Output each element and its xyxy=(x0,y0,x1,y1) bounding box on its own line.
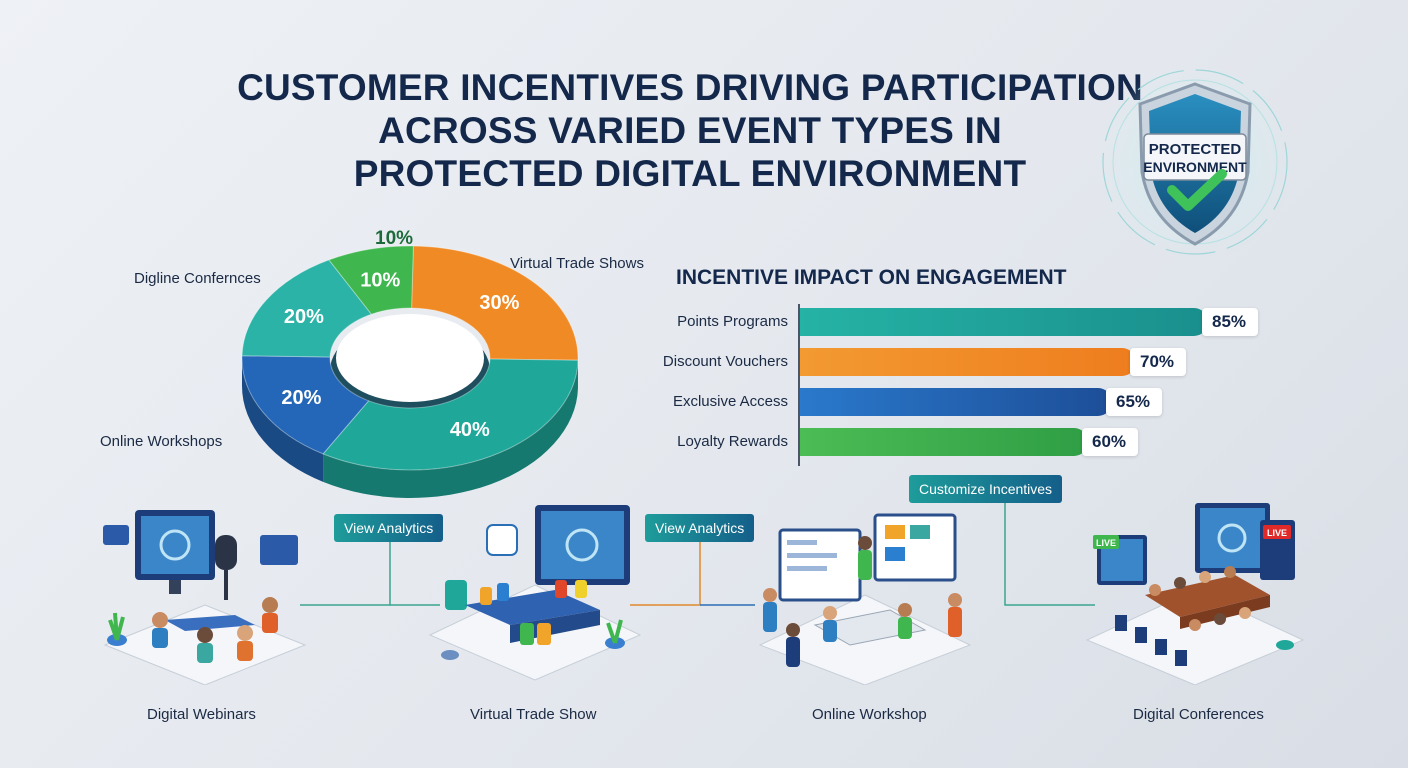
donut-slice-3 xyxy=(241,259,373,358)
bar-label-1: Discount Vouchers xyxy=(662,353,788,370)
workshop-scene xyxy=(755,495,975,686)
caption-virtual-trade-show: Virtual Trade Show xyxy=(470,706,597,723)
conference-illustration-icon: LIVE LIVE xyxy=(1085,503,1305,686)
donut-slice-1 xyxy=(322,358,579,471)
donut-slice-2 xyxy=(241,355,370,455)
donut-hole xyxy=(336,314,484,402)
bar-chart-axis xyxy=(798,304,800,466)
bar-label-3: Loyalty Rewards xyxy=(677,433,788,450)
bar-value-label-2: 65% xyxy=(1106,388,1163,416)
bar-row-0: Points Programs 85% xyxy=(600,304,1300,344)
donut-slice-label-1: 40% xyxy=(450,419,490,441)
customize-incentives-button[interactable]: Customize Incentives xyxy=(909,475,1063,503)
donut-wall-1 xyxy=(323,360,578,498)
title-line-2: ACROSS VARIED EVENT TYPES IN xyxy=(378,110,1002,151)
webinar-scene xyxy=(95,495,315,686)
bar-1 xyxy=(800,348,1136,376)
caption-digital-webinars: Digital Webinars xyxy=(147,706,256,723)
donut-slice-0 xyxy=(411,245,579,361)
legend-label-online-workshops: Online Workshops xyxy=(100,433,223,450)
shield-check-icon: PROTECTED ENVIRONMENT xyxy=(1097,64,1293,260)
bar-3 xyxy=(800,428,1088,456)
bar-2 xyxy=(800,388,1112,416)
legend-label-digline-confernces: Digline Confernces xyxy=(134,270,261,287)
trade-show-scene xyxy=(425,495,645,685)
incentive-bar-chart: Points Programs 85% Discount Vouchers 70% Ex… xyxy=(600,304,1300,470)
donut-slice-label-4: 10% xyxy=(360,269,400,291)
legend-label-virtual-trade-shows: Virtual Trade Shows xyxy=(510,255,644,272)
bar-0 xyxy=(800,308,1208,336)
trade-show-illustration-icon xyxy=(428,505,642,681)
caption-online-workshop: Online Workshop xyxy=(812,706,927,723)
live-badge-left: LIVE xyxy=(1096,538,1116,548)
bar-row-3: Loyalty Rewards 60% xyxy=(600,424,1300,464)
donut-slice-label-3: 20% xyxy=(284,306,324,328)
donut-slice-label-2: 20% xyxy=(281,387,321,409)
view-analytics-button-1[interactable]: View Analytics xyxy=(334,514,444,542)
donut-slice-4 xyxy=(328,245,414,315)
event-share-donut-chart: 30% 40% 20% 20% 10% xyxy=(230,230,590,510)
bar-value-label-3: 60% xyxy=(1082,428,1139,456)
donut-extra-label: 10% xyxy=(375,228,414,249)
bar-row-2: Exclusive Access 65% xyxy=(600,384,1300,424)
bar-value-label-1: 70% xyxy=(1130,348,1187,376)
badge-line-2: ENVIRONMENT xyxy=(1143,159,1247,175)
conference-scene: LIVE LIVE xyxy=(1085,495,1305,686)
bar-row-1: Discount Vouchers 70% xyxy=(600,344,1300,384)
title-line-3: PROTECTED DIGITAL ENVIRONMENT xyxy=(353,153,1027,194)
protected-environment-badge: PROTECTED ENVIRONMENT xyxy=(1080,62,1310,262)
bar-value-label-0: 85% xyxy=(1202,308,1259,336)
donut-wall-2 xyxy=(242,358,324,482)
title-line-1: CUSTOMER INCENTIVES DRIVING PARTICIPATIO… xyxy=(237,67,1143,108)
bar-label-0: Points Programs xyxy=(677,313,788,330)
caption-digital-conferences: Digital Conferences xyxy=(1133,706,1264,723)
badge-line-1: PROTECTED xyxy=(1149,141,1242,158)
view-analytics-button-2[interactable]: View Analytics xyxy=(645,514,755,542)
donut-slice-label-0: 30% xyxy=(479,292,519,314)
bar-label-2: Exclusive Access xyxy=(672,393,788,410)
bar-chart-title: INCENTIVE IMPACT ON ENGAGEMENT xyxy=(676,266,1067,289)
page-title: CUSTOMER INCENTIVES DRIVING PARTICIPATIO… xyxy=(190,66,1190,195)
donut-svg: 30% 40% 20% 20% 10% xyxy=(241,245,579,498)
workshop-illustration-icon xyxy=(758,513,972,686)
webinar-illustration-icon xyxy=(103,510,307,686)
live-badge-right: LIVE xyxy=(1267,528,1287,538)
